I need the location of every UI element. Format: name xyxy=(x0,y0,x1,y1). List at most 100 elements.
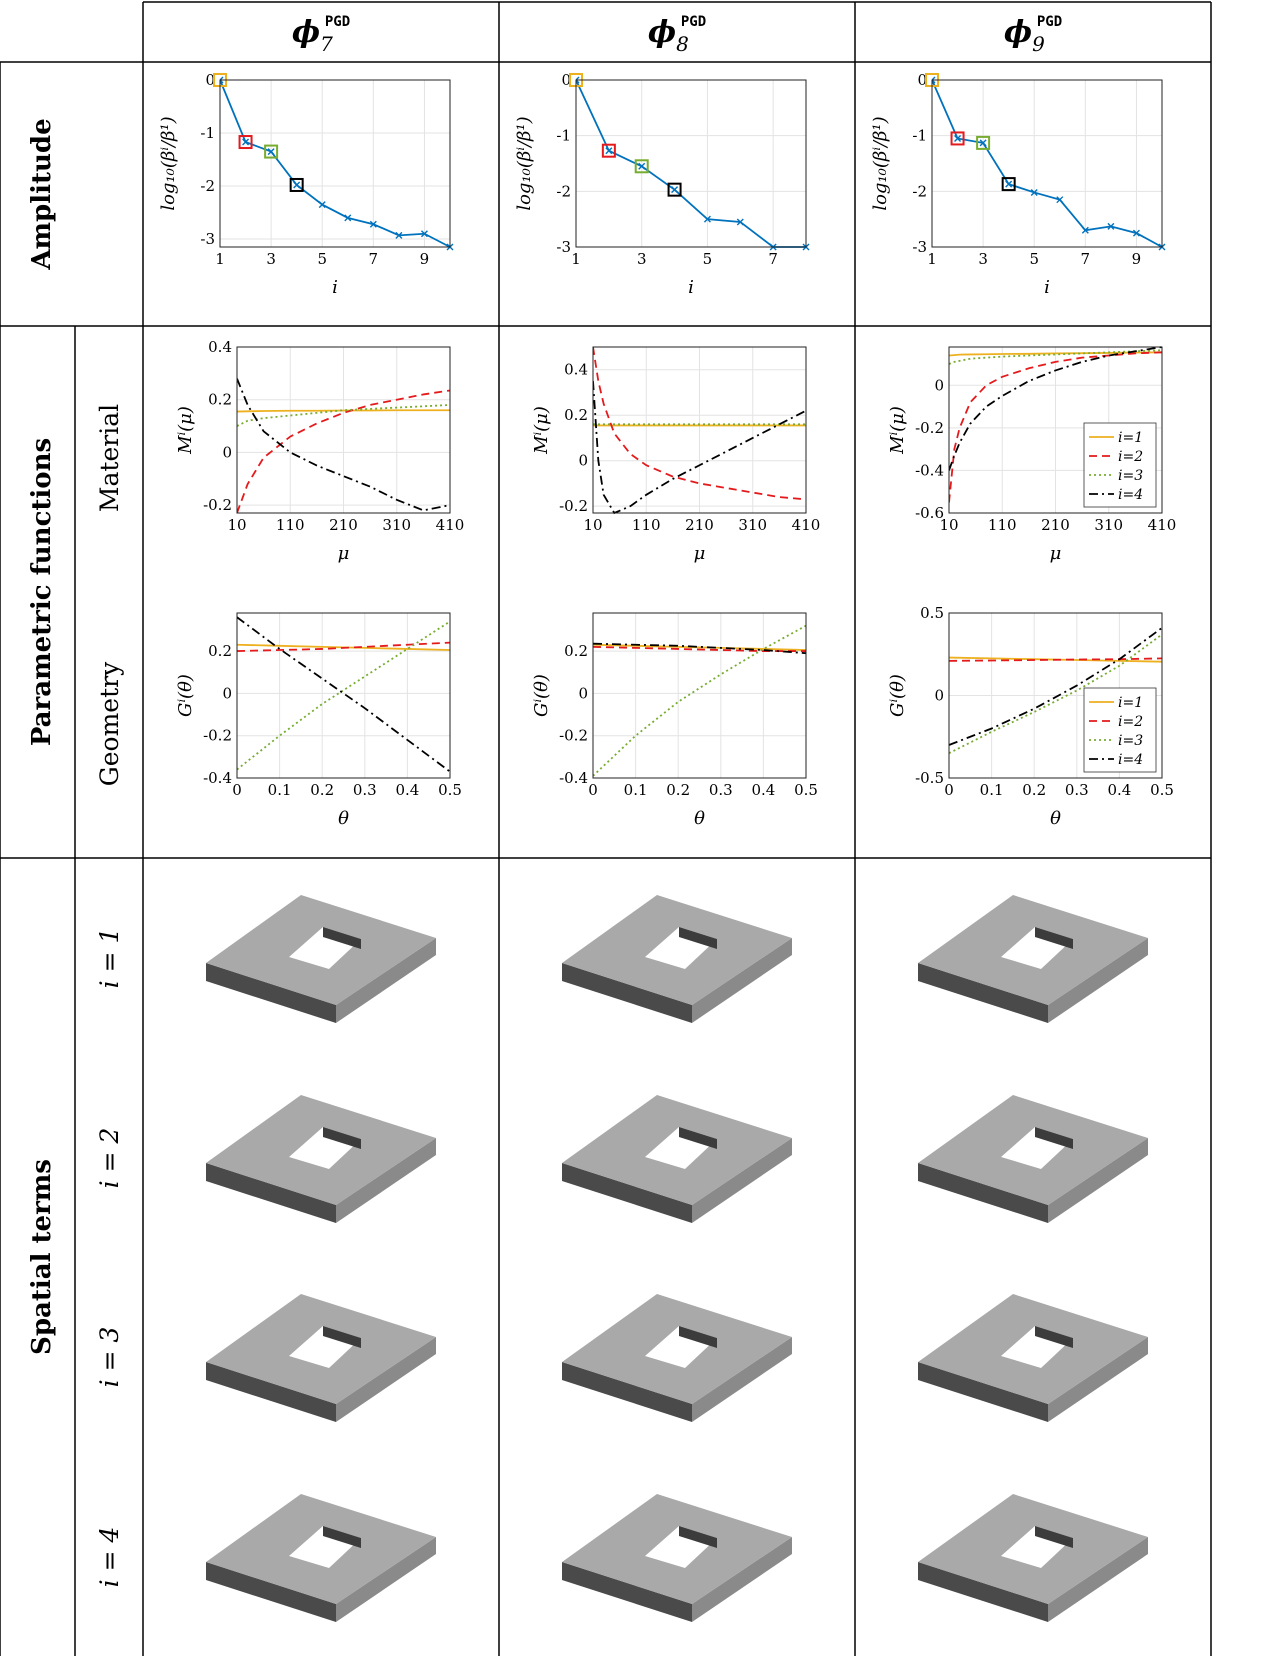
x-tick-label: 0.1 xyxy=(624,781,648,799)
x-axis-label: θ xyxy=(1050,808,1061,829)
plot-area xyxy=(220,80,450,247)
axes-frame xyxy=(236,612,451,779)
series-line xyxy=(593,346,807,501)
header-sup: PGD xyxy=(325,14,350,30)
x-tick-label: 7 xyxy=(369,250,379,268)
x-tick-label: 0 xyxy=(232,781,242,799)
x-tick-label: 410 xyxy=(1148,516,1177,534)
x-tick-label: 0.3 xyxy=(353,781,377,799)
mesh-render xyxy=(206,1095,436,1223)
y-tick-label: 0.2 xyxy=(208,391,232,409)
header-sup: PGD xyxy=(681,14,706,30)
legend-label: i=1 xyxy=(1118,695,1143,711)
y-tick-label: -0.2 xyxy=(203,727,232,745)
point-marker xyxy=(1107,222,1115,230)
point-marker xyxy=(932,76,936,84)
x-tick-label: 0.1 xyxy=(980,781,1004,799)
x-tick-label: 1 xyxy=(927,250,937,268)
y-tick-label: -2 xyxy=(556,182,571,200)
y-tick-label: 0.4 xyxy=(564,361,588,379)
x-tick-label: 0.2 xyxy=(310,781,334,799)
x-tick-label: 210 xyxy=(685,516,714,534)
point-marker xyxy=(736,218,744,226)
point-marker xyxy=(1132,229,1140,237)
y-tick-label: 0 xyxy=(934,376,944,394)
y-tick-label: 0.4 xyxy=(208,338,232,356)
column-header: ϕ8 PGD xyxy=(648,14,706,56)
series-line xyxy=(237,389,451,514)
x-tick-label: 0.5 xyxy=(1150,781,1174,799)
series-line xyxy=(949,349,1163,365)
x-tick-label: 3 xyxy=(637,250,647,268)
sub-row-label: Material xyxy=(95,404,124,512)
axes-frame xyxy=(931,79,1163,248)
term-label: i = 3 xyxy=(95,1327,124,1388)
y-axis-label: log₁₀(βⁱ/β¹) xyxy=(158,116,179,210)
plot-lines xyxy=(237,616,451,773)
legend-label: i=4 xyxy=(1118,752,1143,768)
series-line xyxy=(237,409,450,413)
y-tick-label: 0 xyxy=(222,443,232,461)
header-sup: PGD xyxy=(1037,14,1062,30)
x-tick-label: 9 xyxy=(1132,250,1142,268)
chart: 1 3 5 7 0 -1 -2 -3 i log₁₀(βⁱ/β¹) xyxy=(514,71,810,298)
legend-label: i=3 xyxy=(1118,468,1143,484)
mesh-render xyxy=(562,1095,792,1223)
x-axis-label: θ xyxy=(338,808,349,829)
y-axis-label: Mⁱ(μ) xyxy=(531,406,552,455)
point-marker xyxy=(954,134,962,142)
mesh-render xyxy=(918,1095,1148,1223)
series-line xyxy=(593,643,807,651)
legend-label: i=3 xyxy=(1118,733,1143,749)
point-marker xyxy=(420,230,428,238)
plot-lines xyxy=(237,378,451,514)
x-tick-label: 310 xyxy=(1094,516,1123,534)
x-tick-label: 310 xyxy=(738,516,767,534)
axes-frame xyxy=(948,346,1163,514)
x-tick-label: 410 xyxy=(792,516,821,534)
highlight-marker xyxy=(264,144,279,159)
y-tick-label: -0.2 xyxy=(203,496,232,514)
x-tick-label: 0 xyxy=(944,781,954,799)
axes-frame xyxy=(592,612,807,779)
point-marker xyxy=(318,201,326,209)
y-tick-label: 0 xyxy=(578,452,588,470)
y-tick-label: -0.5 xyxy=(915,769,944,787)
x-tick-label: 310 xyxy=(382,516,411,534)
x-axis-label: i xyxy=(1044,277,1050,298)
y-tick-label: -0.6 xyxy=(915,504,944,522)
highlight-marker xyxy=(667,182,682,197)
y-tick-label: -1 xyxy=(200,124,215,142)
plot-lines xyxy=(949,627,1163,755)
x-tick-label: 0.4 xyxy=(395,781,419,799)
x-axis-label: μ xyxy=(338,543,350,564)
y-tick-label: -3 xyxy=(200,230,215,248)
series-line xyxy=(593,642,807,655)
y-tick-label: 0 xyxy=(934,687,944,705)
x-tick-label: 1 xyxy=(571,250,581,268)
x-tick-label: 210 xyxy=(1041,516,1070,534)
chart: 1 3 5 7 9 0 -1 -2 -3 i log₁₀(βⁱ/β¹) xyxy=(870,71,1166,298)
x-tick-label: 7 xyxy=(768,250,778,268)
axes-frame xyxy=(219,79,451,248)
y-tick-label: 0 xyxy=(578,684,588,702)
axes-frame xyxy=(236,346,451,514)
point-marker xyxy=(220,76,224,84)
series-line xyxy=(220,79,451,248)
highlight-marker xyxy=(238,135,253,150)
x-tick-label: 0 xyxy=(588,781,598,799)
header-sub: 8 xyxy=(676,32,689,56)
y-tick-label: -2 xyxy=(200,177,215,195)
spatial-renders xyxy=(206,895,1148,1622)
x-tick-label: 110 xyxy=(988,516,1017,534)
header-sub: 7 xyxy=(320,32,333,56)
y-tick-label: -3 xyxy=(912,238,927,256)
y-tick-label: 0.2 xyxy=(564,406,588,424)
row-label: Parametric functions xyxy=(27,438,57,746)
mesh-render xyxy=(918,1494,1148,1622)
y-tick-label: -0.2 xyxy=(915,419,944,437)
x-tick-label: 7 xyxy=(1081,250,1091,268)
legend-label: i=4 xyxy=(1118,487,1143,503)
